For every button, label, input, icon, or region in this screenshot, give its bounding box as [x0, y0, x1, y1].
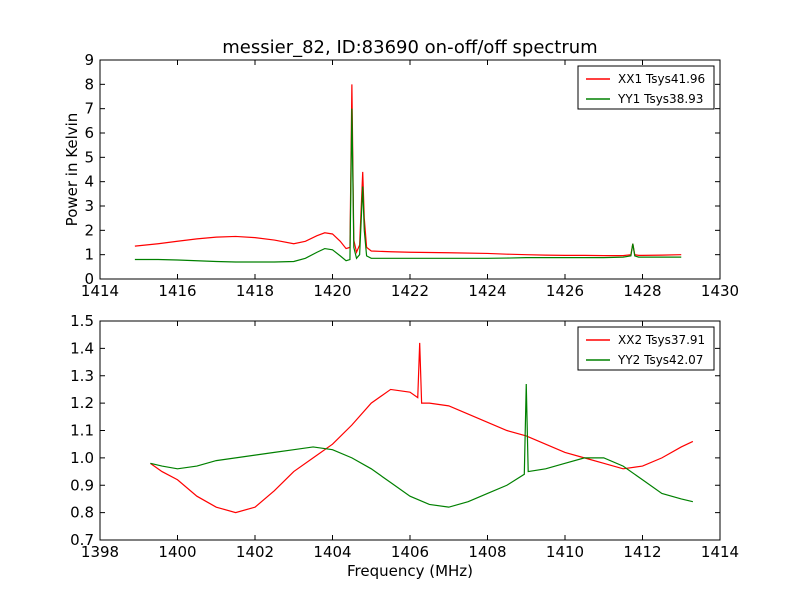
x-tick-label: 1414 — [81, 282, 119, 300]
y-tick-label: 2 — [84, 221, 94, 239]
y-tick-label: 6 — [84, 124, 94, 142]
legend-label-2: YY2 Tsys42.07 — [617, 353, 703, 367]
legend-box — [577, 326, 715, 371]
series-line-2 — [150, 383, 694, 508]
y-tick-label: 1.4 — [70, 339, 94, 357]
panel-top: 1414 1416 1418 1420 1422 1424 1426 1428 1430 0 1 2 3… — [63, 51, 739, 300]
y-tick-label: 4 — [84, 173, 94, 191]
y-tick-label: 7 — [84, 100, 94, 118]
series-line-1 — [150, 342, 694, 514]
x-tick-label: 1418 — [236, 282, 274, 300]
y-tick-label: 1 — [84, 246, 94, 264]
y-tick-label: 1.3 — [70, 367, 94, 385]
chart-title: messier_82, ID:83690 on-off/off spectrum — [222, 37, 597, 58]
x-tick-label: 1416 — [158, 282, 196, 300]
x-tick-label: 1398 — [81, 543, 119, 561]
x-tick-label: 1426 — [546, 282, 584, 300]
x-tick-label: 1414 — [701, 543, 739, 561]
y-tick-label: 1.1 — [70, 422, 94, 440]
x-tick-label: 1428 — [623, 282, 661, 300]
y-axis-label: Power in Kelvin — [63, 113, 81, 227]
y-tick-label: 9 — [84, 51, 94, 69]
y-tick-label: 0.7 — [70, 531, 94, 549]
y-tick-label: 1.0 — [70, 449, 94, 467]
panel-bottom: 1398 1400 1402 1404 1406 1408 1410 1412 1414 0.7 0… — [70, 312, 739, 561]
x-tick-label: 1410 — [546, 543, 584, 561]
legend-box — [577, 65, 715, 110]
x-tick-label: 1430 — [701, 282, 739, 300]
x-tick-label: 1412 — [623, 543, 661, 561]
legend-label-1: XX1 Tsys41.96 — [618, 72, 705, 86]
legend-label-1: XX2 Tsys37.91 — [618, 333, 705, 347]
y-tick-label: 3 — [84, 197, 94, 215]
x-tick-label: 1402 — [236, 543, 274, 561]
x-tick-label: 1404 — [313, 543, 351, 561]
x-tick-label: 1406 — [391, 543, 429, 561]
x-axis-label: Frequency (MHz) — [347, 562, 473, 580]
x-tick-label: 1400 — [158, 543, 196, 561]
legend-label-2: YY1 Tsys38.93 — [617, 92, 703, 106]
x-tick-label: 1420 — [313, 282, 351, 300]
y-tick-label: 5 — [84, 148, 94, 166]
y-tick-label: 1.2 — [70, 394, 94, 412]
x-tick-label: 1408 — [468, 543, 506, 561]
y-tick-label: 0 — [84, 270, 94, 288]
x-tick-label: 1422 — [391, 282, 429, 300]
x-tick-label: 1424 — [468, 282, 506, 300]
y-tick-label: 0.8 — [70, 504, 94, 522]
series-line-2 — [134, 108, 682, 263]
y-tick-label: 1.5 — [70, 312, 94, 330]
y-tick-label: 8 — [84, 75, 94, 93]
y-tick-label: 0.9 — [70, 476, 94, 494]
